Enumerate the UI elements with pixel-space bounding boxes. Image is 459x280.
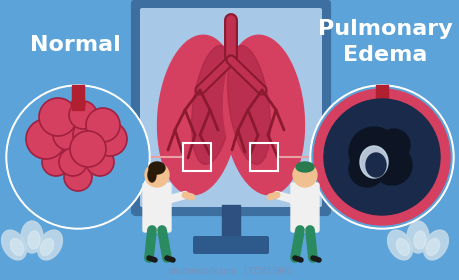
Ellipse shape — [426, 239, 440, 256]
Ellipse shape — [157, 35, 239, 195]
Circle shape — [41, 147, 71, 177]
Circle shape — [83, 145, 117, 179]
Circle shape — [314, 89, 450, 225]
Polygon shape — [207, 20, 255, 80]
Circle shape — [8, 87, 148, 227]
Circle shape — [54, 121, 82, 149]
Bar — [183, 143, 211, 171]
Ellipse shape — [397, 239, 409, 256]
Circle shape — [69, 101, 97, 129]
FancyBboxPatch shape — [140, 8, 322, 207]
Circle shape — [349, 127, 399, 177]
Ellipse shape — [375, 99, 389, 109]
Ellipse shape — [40, 239, 54, 256]
Ellipse shape — [224, 35, 304, 195]
FancyBboxPatch shape — [193, 236, 269, 254]
Text: Normal: Normal — [30, 35, 120, 55]
Circle shape — [378, 129, 410, 161]
Circle shape — [88, 110, 118, 140]
Ellipse shape — [424, 230, 448, 260]
FancyBboxPatch shape — [143, 183, 171, 232]
Circle shape — [324, 99, 440, 215]
FancyBboxPatch shape — [140, 8, 322, 207]
Circle shape — [310, 85, 454, 229]
Circle shape — [93, 122, 127, 156]
Circle shape — [62, 161, 94, 193]
Circle shape — [145, 163, 169, 187]
Ellipse shape — [38, 230, 62, 260]
Circle shape — [349, 151, 385, 187]
Ellipse shape — [191, 46, 235, 164]
Ellipse shape — [21, 221, 43, 253]
Circle shape — [368, 143, 396, 171]
Text: Pulmonary
Edema: Pulmonary Edema — [318, 19, 453, 65]
Ellipse shape — [71, 99, 85, 109]
Ellipse shape — [11, 239, 23, 256]
Ellipse shape — [360, 146, 388, 178]
Ellipse shape — [28, 231, 40, 249]
Ellipse shape — [228, 46, 270, 164]
Circle shape — [70, 131, 106, 167]
Text: shutterstock.com · 1775613860: shutterstock.com · 1775613860 — [169, 267, 291, 277]
Ellipse shape — [148, 168, 156, 182]
Ellipse shape — [149, 162, 165, 174]
FancyBboxPatch shape — [291, 183, 319, 232]
Bar — [250, 143, 278, 171]
Ellipse shape — [387, 230, 413, 260]
Circle shape — [6, 85, 150, 229]
Ellipse shape — [366, 153, 386, 177]
Bar — [72, 85, 84, 110]
Circle shape — [73, 118, 107, 152]
Bar — [376, 85, 388, 110]
FancyBboxPatch shape — [133, 1, 329, 214]
Circle shape — [312, 87, 452, 227]
Ellipse shape — [296, 162, 314, 172]
Circle shape — [53, 142, 93, 182]
Ellipse shape — [1, 230, 27, 260]
Circle shape — [27, 120, 65, 158]
Ellipse shape — [407, 221, 429, 253]
Circle shape — [293, 163, 317, 187]
Circle shape — [372, 145, 412, 185]
Bar — [222, 205, 240, 240]
Ellipse shape — [414, 231, 426, 249]
Circle shape — [43, 102, 73, 132]
